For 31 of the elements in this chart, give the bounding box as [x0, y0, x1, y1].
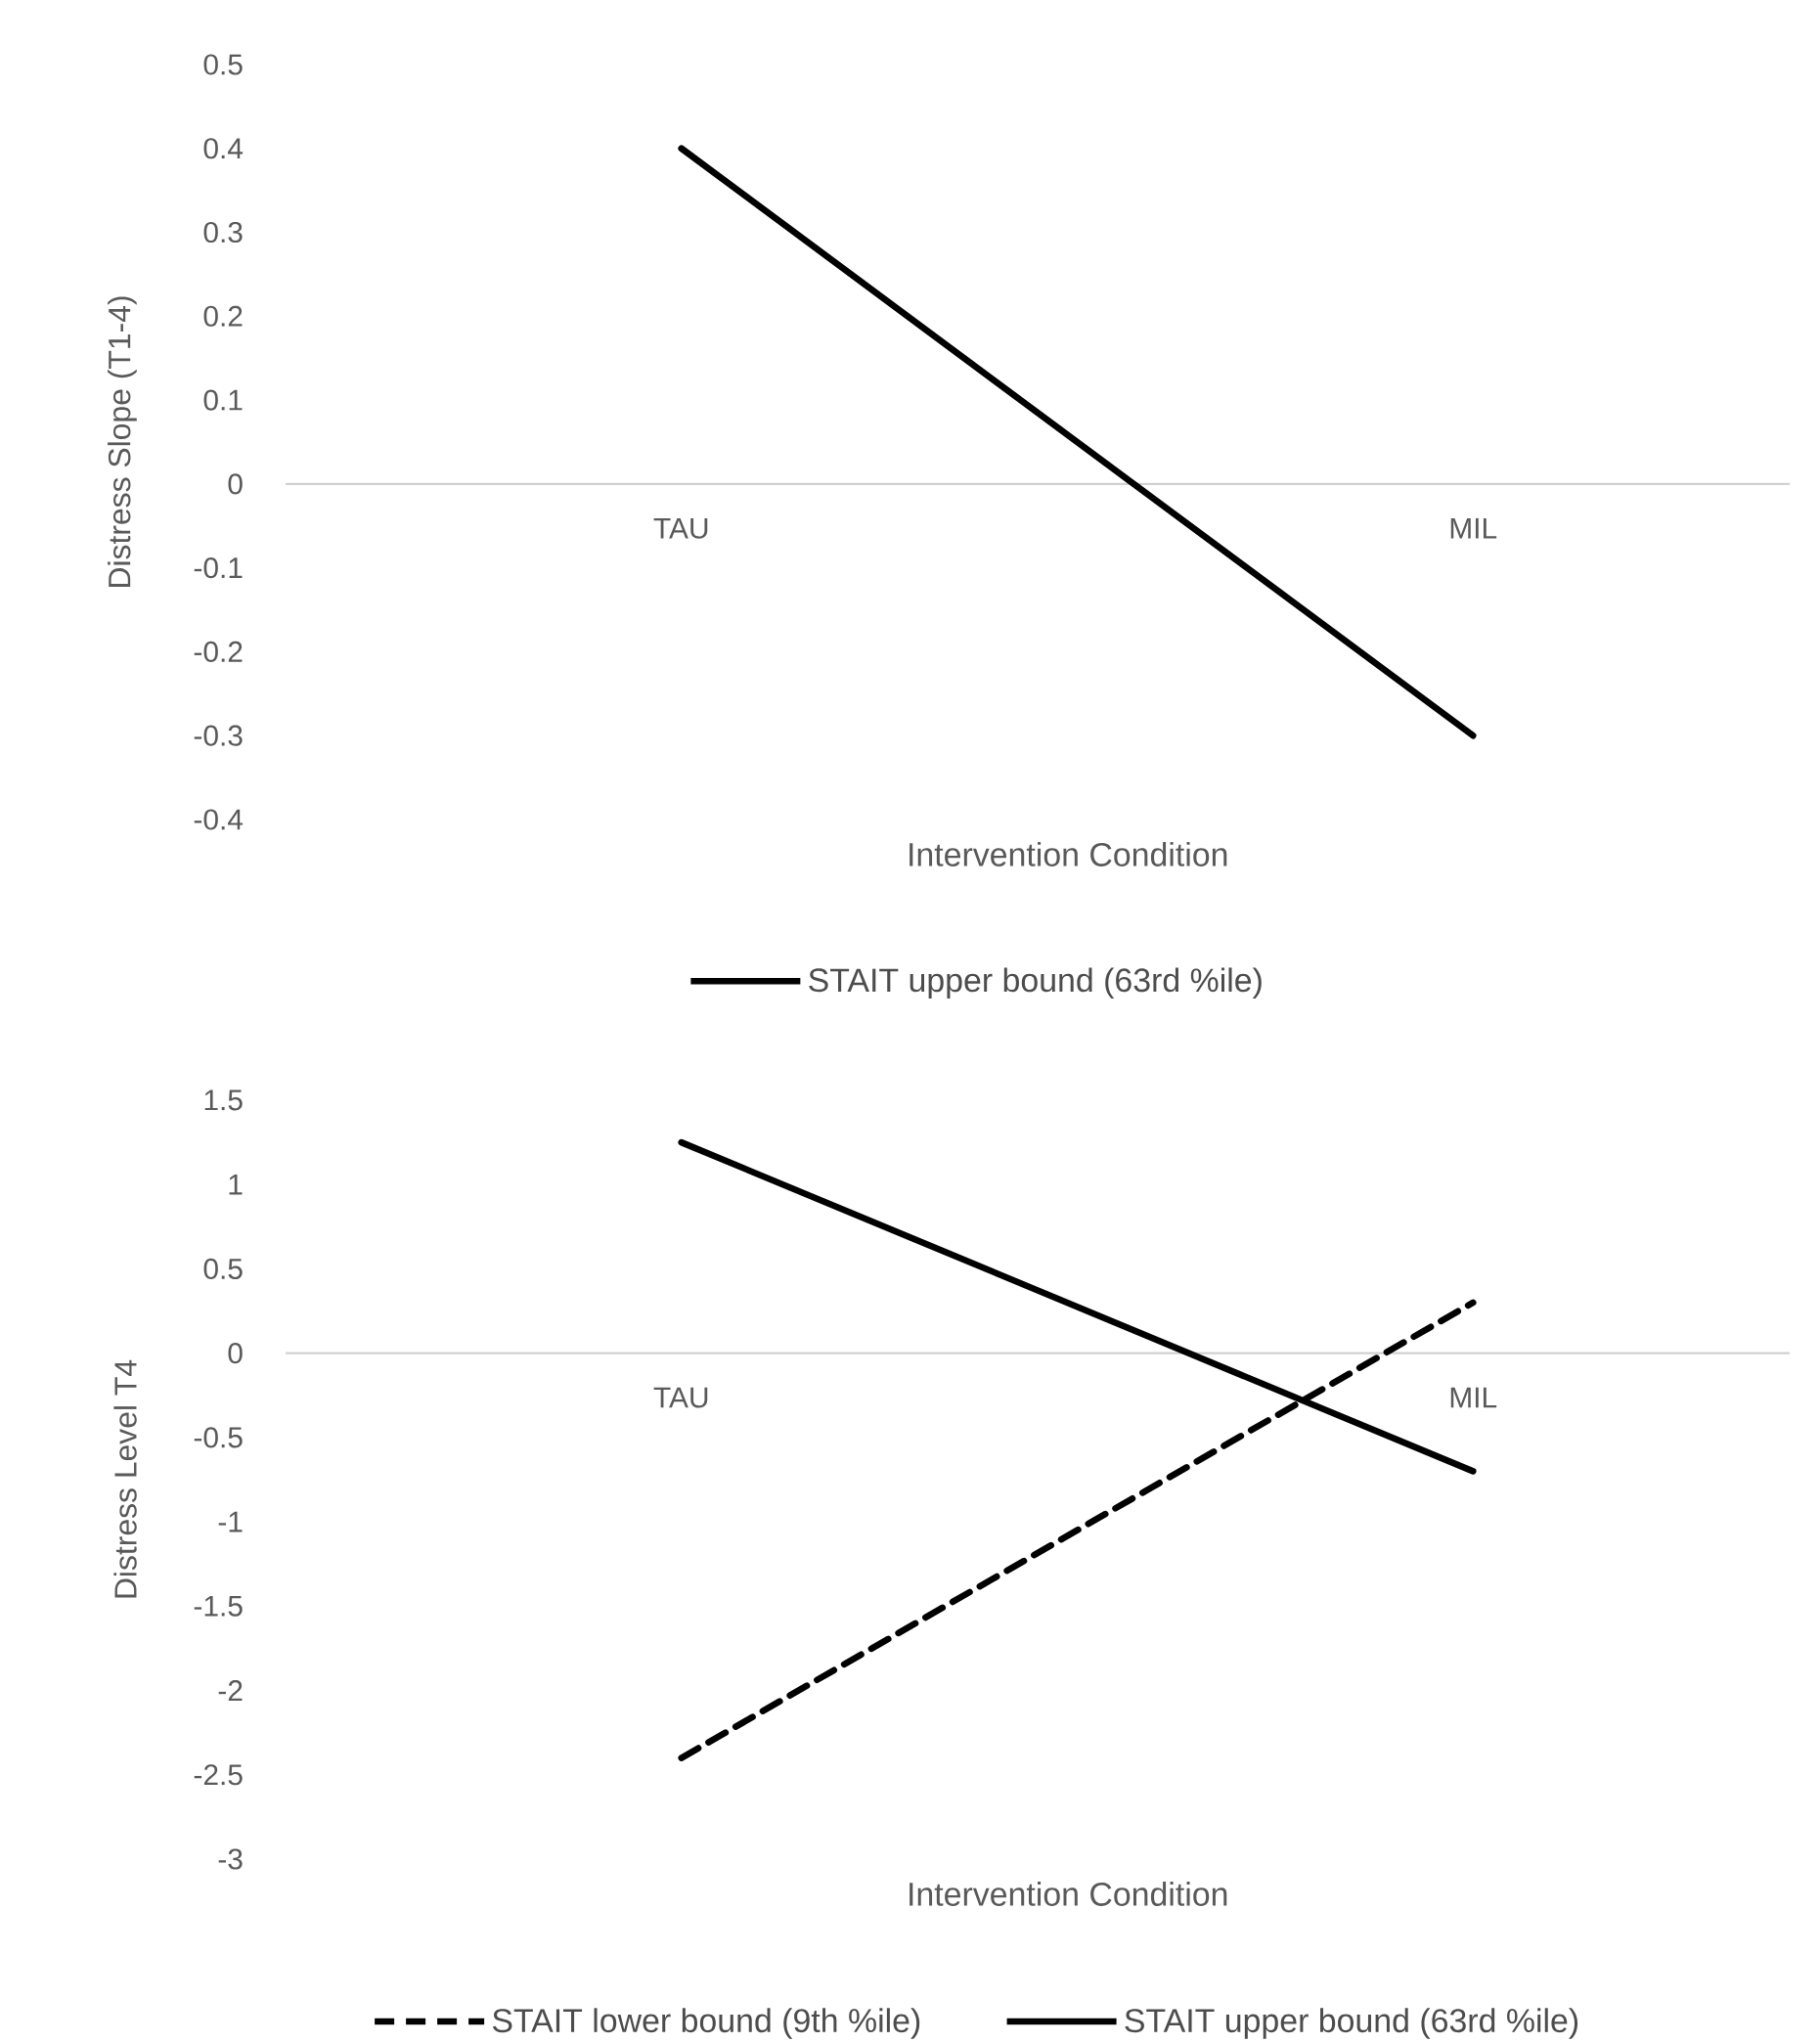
y-tick-label: -1.5: [194, 1595, 243, 1617]
y-tick-label: -0.2: [194, 641, 243, 662]
y-tick-label: -2.5: [194, 1764, 243, 1786]
y-tick-label: -0.5: [194, 1427, 243, 1448]
legend-label: STAIT upper bound (63rd %ile): [1125, 2008, 1578, 2039]
x-tick-label: MIL: [1450, 517, 1497, 539]
y-tick-label: -0.4: [194, 809, 244, 830]
y-tick-label: 0.2: [203, 305, 243, 327]
legend-label: STAIT upper bound (63rd %ile): [809, 967, 1262, 999]
x-tick-label: TAU: [653, 1387, 708, 1408]
x-tick-label: MIL: [1450, 1387, 1497, 1408]
y-tick-label: 0.5: [203, 54, 243, 75]
y-tick-label: 1.5: [204, 1089, 243, 1111]
y-tick-label: 0.3: [203, 221, 243, 244]
y-axis-title: Distress Level T4: [113, 1359, 137, 1598]
x-tick-label: TAU: [653, 517, 708, 539]
x-axis-title: Intervention Condition: [910, 1882, 1227, 1906]
y-tick-label: 0: [228, 473, 243, 495]
y-tick-label: -0.3: [194, 725, 243, 746]
y-axis-title: Distress Slope (T1-4): [108, 296, 137, 587]
y-tick-label: -2: [218, 1680, 243, 1701]
y-tick-label: 0.5: [203, 1258, 243, 1279]
y-tick-label: 0.4: [203, 138, 244, 159]
legend-label: STAIT lower bound (9th %ile): [492, 2008, 920, 2039]
y-tick-label: 0: [228, 1343, 243, 1364]
y-tick-label: 0.1: [203, 389, 243, 411]
y-tick-label: -1: [218, 1511, 243, 1532]
y-tick-label: -3: [218, 1848, 243, 1870]
y-tick-label: 1: [229, 1174, 243, 1195]
x-axis-title: Intervention Condition: [910, 842, 1227, 866]
y-tick-label: -0.1: [194, 557, 243, 579]
